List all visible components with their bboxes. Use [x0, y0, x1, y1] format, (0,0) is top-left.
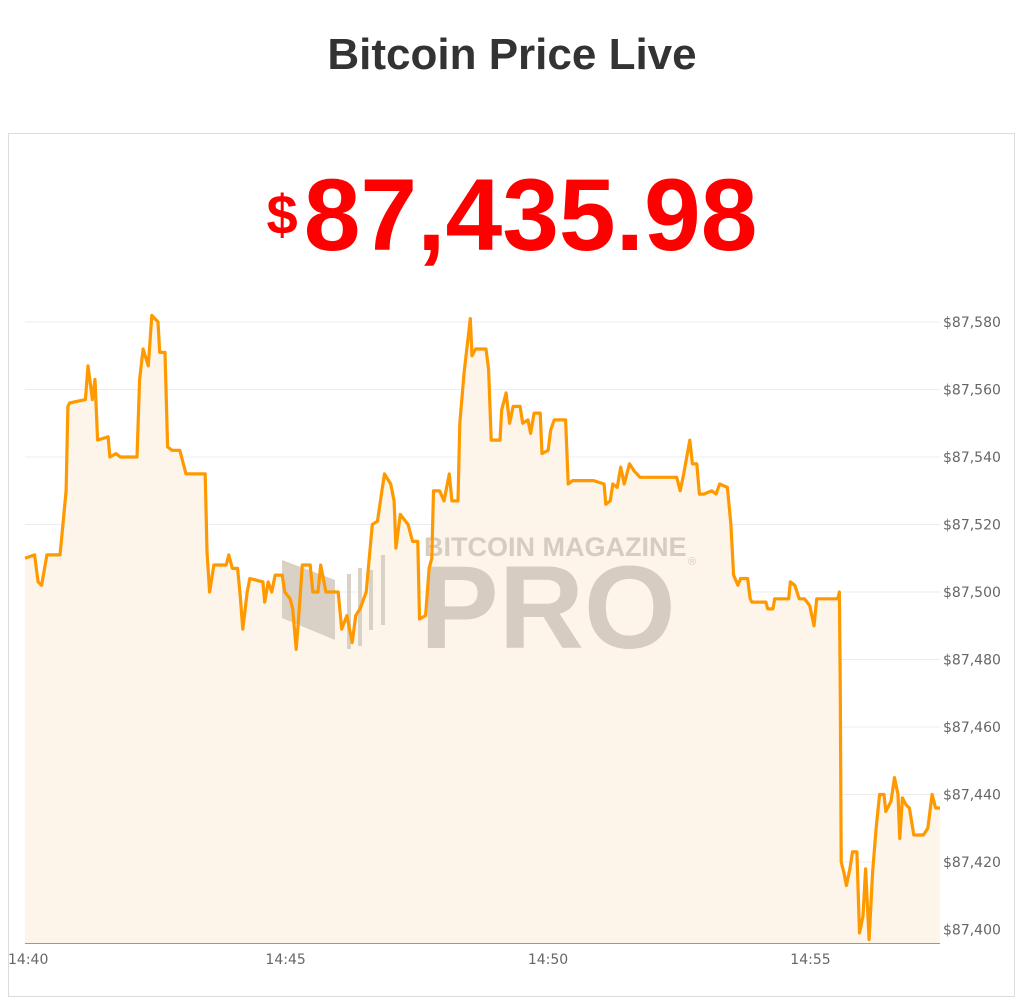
- watermark-line2: PRO: [420, 542, 676, 674]
- currency-symbol: $: [266, 183, 298, 246]
- price-value: 87,435.98: [303, 158, 758, 272]
- current-price: $87,435.98: [0, 160, 1024, 270]
- page-title: Bitcoin Price Live: [327, 30, 697, 79]
- watermark-registered: ®: [688, 556, 697, 568]
- watermark-bars-icon: [282, 555, 385, 649]
